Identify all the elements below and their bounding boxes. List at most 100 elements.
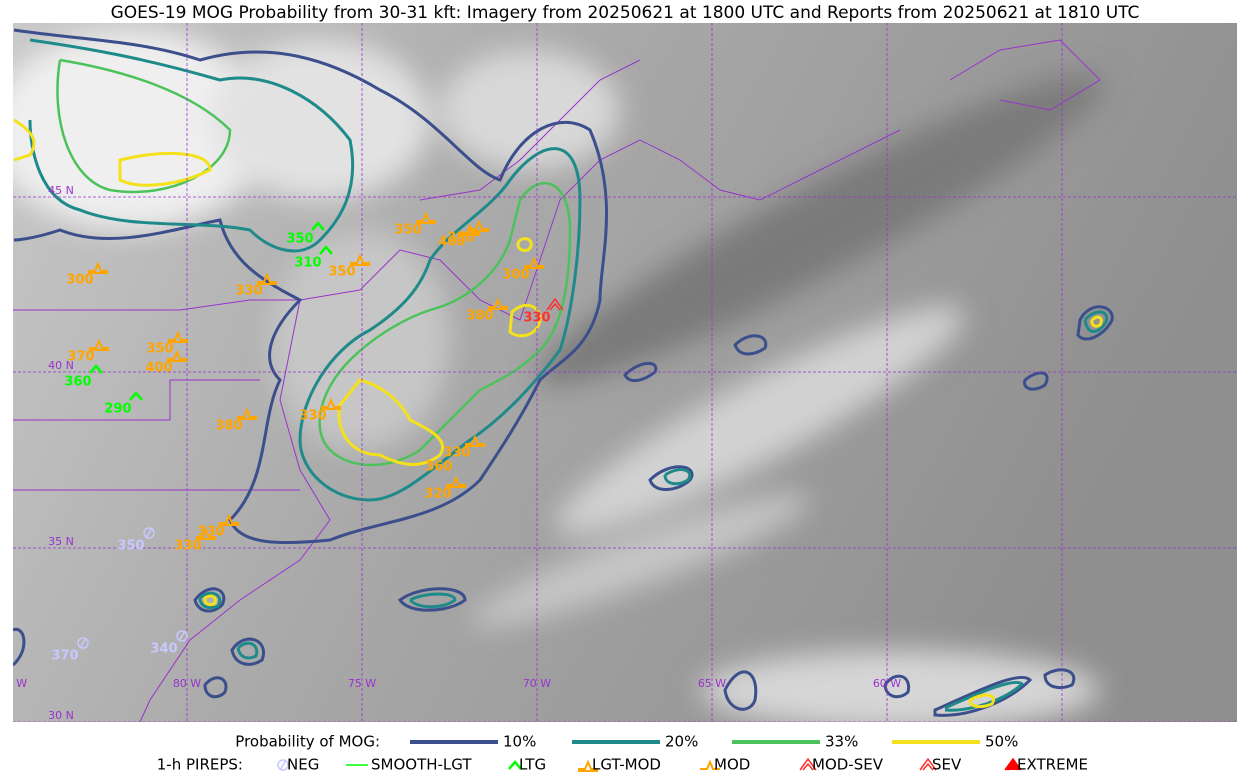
legend-label: NEG <box>287 756 319 774</box>
pirep-icon <box>143 527 155 539</box>
lat-lon-grid: 85 W 80 W 75 W 70 W 65 W 60 W 45 N 40 N 35 N 30 N <box>0 23 1237 722</box>
mod-icon <box>196 527 216 540</box>
sev-icon <box>799 757 817 771</box>
pirep-icon <box>799 757 817 771</box>
pirep-icon <box>700 759 720 770</box>
ltg-icon <box>129 391 143 401</box>
pirep-icon <box>129 391 143 401</box>
legend-label: SMOOTH-LGT <box>371 756 472 774</box>
lon-label: 70 W <box>523 677 551 690</box>
report-altitude: 330 <box>299 409 326 424</box>
legend-label: EXTREME <box>1017 756 1088 774</box>
report-altitude: 380 <box>215 419 242 434</box>
neg-icon <box>176 630 188 642</box>
sev-icon <box>546 297 564 311</box>
pirep-icon <box>524 256 544 269</box>
report-altitude: 350 <box>394 223 421 238</box>
legend-label: LTG <box>519 756 546 774</box>
mod-icon <box>321 397 341 410</box>
legend-label: MOD <box>714 756 750 774</box>
legend: Probability of MOG: 1-h PIREPS: 10% 20% 33… <box>157 733 1088 774</box>
report-altitude: 340 <box>150 642 177 657</box>
report-altitude: 360 <box>64 375 91 390</box>
legend-pirep-label: 1-h PIREPS: <box>157 756 243 774</box>
report-altitude: 370 <box>67 350 94 365</box>
pirep-icon <box>168 330 188 343</box>
report-altitude: 370 <box>51 649 78 664</box>
pirep-icon <box>446 475 466 488</box>
report-altitude: 360 <box>425 460 452 475</box>
report-altitude: 330 <box>523 311 550 326</box>
report-altitude: 310 <box>294 256 321 271</box>
mod-icon <box>88 261 108 274</box>
report-altitude: 400 <box>438 235 465 250</box>
mod-icon <box>167 349 187 362</box>
sev-icon <box>919 757 937 771</box>
mod-icon <box>578 759 598 772</box>
pirep-icon <box>350 253 370 266</box>
report-altitude: 330 <box>174 539 201 554</box>
mod-icon <box>700 759 720 770</box>
mod-icon <box>460 223 480 236</box>
lat-label: 45 N <box>48 184 74 197</box>
pirep-icon <box>919 757 937 771</box>
report-altitude: 350 <box>117 539 144 554</box>
pirep-icon <box>488 297 508 310</box>
pirep-icon <box>89 338 109 351</box>
title: GOES-19 MOG Probability from 30-31 kft: … <box>111 3 1140 23</box>
legend-label: 10% <box>503 733 536 751</box>
report-altitude: 330 <box>235 284 262 299</box>
report-altitude: 350 <box>328 265 355 280</box>
lat-label: 35 N <box>48 535 74 548</box>
pirep-icon <box>196 527 216 540</box>
mod-icon <box>237 407 257 420</box>
pirep-icon <box>578 759 598 772</box>
map-area: 85 W 80 W 75 W 70 W 65 W 60 W 45 N 40 N 35 N 30 N <box>0 23 1237 722</box>
pirep-icon <box>465 434 485 447</box>
neg-slash <box>178 630 186 642</box>
legend-label: 50% <box>985 733 1018 751</box>
mod-icon <box>488 297 508 310</box>
pirep-icon <box>469 219 489 232</box>
mod-icon <box>524 256 544 269</box>
report-altitude: 400 <box>145 361 172 376</box>
lon-label: 75 W <box>348 677 376 690</box>
pirep-icon <box>321 397 341 410</box>
mod-icon <box>350 253 370 266</box>
pirep-icon <box>277 759 289 771</box>
pirep-icon <box>319 245 333 255</box>
mod-icon <box>168 330 188 343</box>
legend-mog-label: Probability of MOG: <box>235 733 380 751</box>
report-altitude: 330 <box>443 446 470 461</box>
pirep-icon <box>237 407 257 420</box>
report-altitude: 300 <box>66 273 93 288</box>
pirep-icon <box>219 513 239 526</box>
neg-icon <box>77 637 89 649</box>
legend-label: 33% <box>825 733 858 751</box>
report-altitude: 290 <box>104 402 131 417</box>
legend-label: MOD-SEV <box>812 756 884 774</box>
ltg-icon <box>508 760 522 770</box>
legend-label: SEV <box>932 756 962 774</box>
ltg-icon <box>311 221 325 231</box>
mod-icon <box>257 272 277 285</box>
pirep-icon <box>88 261 108 274</box>
pirep-icon <box>176 630 188 642</box>
ltg-icon <box>319 245 333 255</box>
lon-label: 65 W <box>698 677 726 690</box>
probability-contours <box>13 28 1114 717</box>
mod-icon <box>469 219 489 232</box>
mod-icon <box>465 434 485 447</box>
sev-icon <box>1004 757 1022 771</box>
mod-icon <box>416 211 436 224</box>
lon-label: 85 W <box>0 677 27 690</box>
pirep-icon <box>257 272 277 285</box>
report-altitude: 320 <box>424 487 451 502</box>
ltg-icon <box>89 364 103 374</box>
pirep-icon <box>77 637 89 649</box>
lon-label: 80 W <box>173 677 201 690</box>
pirep-icon <box>311 221 325 231</box>
lat-label: 40 N <box>48 359 74 372</box>
